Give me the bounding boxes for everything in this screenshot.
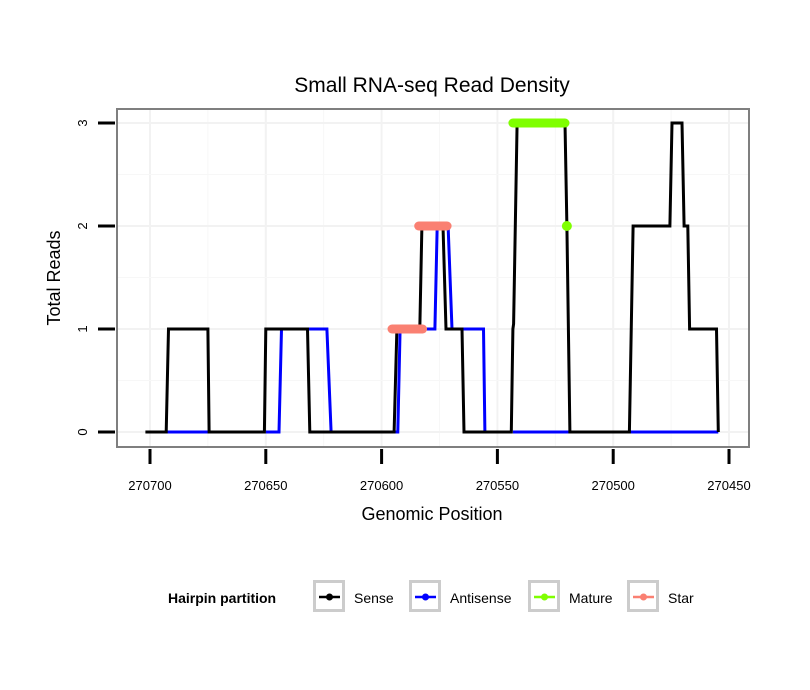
x-axis-title: Genomic Position — [361, 504, 502, 524]
y-tick-label: 3 — [75, 119, 90, 126]
x-tick-label: 270600 — [360, 478, 403, 493]
x-tick-label: 270700 — [128, 478, 171, 493]
legend-key-point — [541, 593, 548, 601]
legend-key-point — [640, 593, 647, 601]
y-tick-label: 1 — [75, 325, 90, 332]
legend-label: Star — [668, 590, 694, 606]
legend-key-point — [326, 593, 333, 601]
legend-item-antisense: Antisense — [409, 580, 512, 612]
panel-border — [116, 108, 750, 448]
legend: Hairpin partition Sense Antisense Mature St… — [168, 580, 694, 612]
series-mature-point — [561, 221, 572, 231]
x-tick-label: 270450 — [707, 478, 750, 493]
legend-label: Mature — [569, 590, 613, 606]
legend-item-mature: Mature — [528, 580, 613, 612]
legend-label: Sense — [354, 590, 394, 606]
x-tick-label: 270550 — [476, 478, 519, 493]
y-axis-title: Total Reads — [44, 230, 64, 325]
y-tick-label: 0 — [75, 428, 90, 435]
legend-item-star: Star — [627, 580, 694, 612]
chart-title: Small RNA-seq Read Density — [294, 74, 570, 97]
plot-panel — [116, 108, 750, 448]
y-tick-label: 2 — [75, 222, 90, 229]
legend-label: Antisense — [450, 590, 512, 606]
y-axis: 0 1 2 3 — [75, 119, 115, 436]
x-axis: 270700 270650 270600 270550 270500 270450 — [128, 449, 751, 493]
legend-item-sense: Sense — [313, 580, 394, 612]
legend-key-point — [422, 593, 429, 601]
legend-title: Hairpin partition — [168, 590, 276, 606]
x-tick-label: 270500 — [592, 478, 635, 493]
x-tick-label: 270650 — [244, 478, 287, 493]
series-layer — [145, 118, 720, 434]
series-sense-line — [145, 121, 720, 434]
